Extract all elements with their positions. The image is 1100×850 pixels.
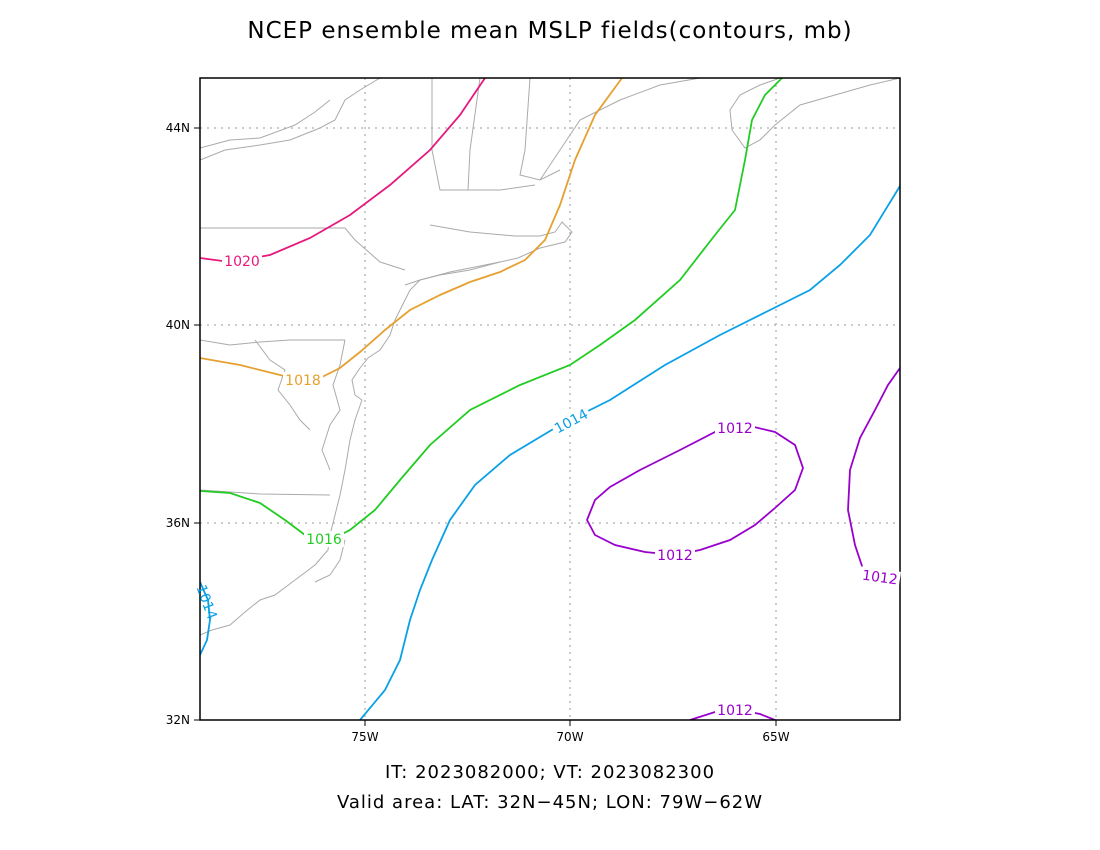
- contour-label-1018: 1018: [283, 372, 323, 389]
- plot-frame: [199, 77, 901, 721]
- lon-label-75w: 75W: [351, 730, 378, 744]
- lon-label-65w: 65W: [762, 730, 789, 744]
- contour-label-1020: 1020: [222, 253, 262, 270]
- lon-label-70w: 70W: [556, 730, 583, 744]
- coastline-maine: [539, 78, 701, 181]
- contour-label-1012-right: 1012: [859, 566, 901, 588]
- border-va-nc: [200, 489, 331, 496]
- contour-label-1014-west: 1014: [192, 583, 219, 622]
- grid-lines: [200, 78, 900, 720]
- svg-text:1014: 1014: [192, 583, 219, 622]
- chesapeake: [321, 339, 346, 471]
- contours: [200, 78, 900, 720]
- contour-1014-main: [359, 185, 900, 720]
- svg-text:1018: 1018: [285, 373, 321, 389]
- potomac: [254, 339, 311, 431]
- contour-label-1012-bottom: 1012: [715, 702, 755, 719]
- lat-label-40n: 40N: [166, 318, 190, 332]
- border-nh-me: [519, 78, 561, 181]
- svg-text:1012: 1012: [657, 548, 693, 564]
- great-lakes-shore: [200, 99, 331, 149]
- nova-scotia: [729, 78, 900, 149]
- border-ny-pa: [200, 227, 406, 271]
- delaware-bay: [351, 367, 363, 401]
- svg-text:1012: 1012: [861, 568, 899, 589]
- coastline-nj: [359, 299, 406, 369]
- lat-tick-labels: 44N 40N 36N 32N: [166, 121, 190, 727]
- svg-text:1016: 1016: [306, 532, 342, 548]
- svg-text:1012: 1012: [717, 703, 753, 719]
- coastline-va-nc: [200, 399, 363, 636]
- init-valid-time: IT: 2023082000; VT: 2023082300: [384, 762, 716, 783]
- contour-1012-east: [586, 425, 804, 556]
- border-vt-nh: [467, 78, 481, 191]
- contour-label-1014-main: 1014: [549, 404, 593, 438]
- valid-area: Valid area: LAT: 32N−45N; LON: 79W−62W: [336, 792, 764, 813]
- coastlines: [200, 78, 900, 636]
- svg-text:1012: 1012: [717, 421, 753, 437]
- contour-label-1016: 1016: [304, 531, 344, 548]
- contour-1016: [200, 78, 783, 541]
- lon-tick-labels: 75W 70W 65W: [351, 730, 789, 744]
- border-pa-md: [200, 339, 345, 346]
- lat-label-44n: 44N: [166, 121, 190, 135]
- border-ny-vt: [431, 78, 536, 191]
- lat-label-36n: 36N: [166, 516, 190, 530]
- svg-text:1020: 1020: [224, 254, 260, 270]
- outer-banks: [314, 539, 346, 583]
- contour-1014-west: [200, 581, 211, 656]
- contour-1018-west: [200, 78, 623, 381]
- coastline-east: [200, 78, 381, 161]
- long-island: [404, 261, 501, 286]
- tick-marks: [194, 127, 777, 726]
- chart-title: NCEP ensemble mean MSLP fields(contours,…: [247, 18, 853, 44]
- contour-1012-farright: [847, 367, 900, 576]
- contour-label-1012-top: 1012: [715, 420, 755, 437]
- svg-text:1014: 1014: [552, 406, 591, 437]
- contour-label-1012-lower: 1012: [655, 547, 695, 564]
- lat-label-32n: 32N: [166, 713, 190, 727]
- contour-labels: 1020 1018 1016 1014 1014 1012 1012 1012: [192, 253, 901, 719]
